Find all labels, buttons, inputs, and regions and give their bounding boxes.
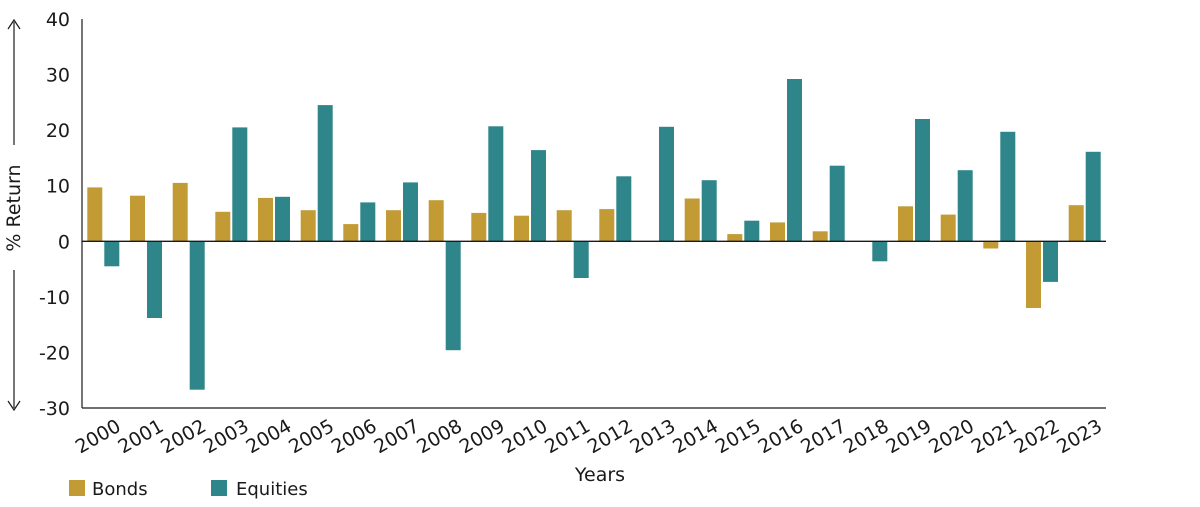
bar-equities-2020 [957,170,973,242]
y-tick-label: 20 [46,120,70,142]
bar-equities-2000 [104,241,120,267]
bar-equities-2004 [275,196,290,242]
bar-bonds-2020 [940,214,956,242]
bar-bonds-2014 [684,198,700,242]
x-tick-label: 2022 [1010,415,1063,458]
legend-swatch-bonds [69,480,85,496]
bar-bonds-2007 [386,210,401,242]
bar-equities-2002 [189,241,205,390]
bar-bonds-2022 [1026,241,1041,308]
bar-bonds-2023 [1068,205,1084,242]
legend-label-equities: Equities [236,479,308,500]
bar-equities-2014 [701,180,717,242]
x-axis-title: Years [574,464,625,486]
x-tick-label: 2005 [285,415,338,458]
x-tick-label: 2006 [328,415,381,458]
bar-bonds-2009 [471,212,487,242]
x-tick-label: 2015 [712,415,765,458]
x-tick-label: 2019 [882,415,935,458]
x-tick-label: 2014 [669,415,722,458]
bar-bonds-2002 [172,182,188,242]
bar-equities-2015 [744,220,760,242]
x-tick-label: 2004 [242,415,295,458]
x-tick-label: 2020 [925,415,978,458]
x-tick-label: 2008 [413,415,466,458]
x-tick-label: 2000 [72,415,125,458]
bar-equities-2010 [531,150,546,242]
bar-equities-2012 [616,176,632,242]
bar-bonds-2003 [215,211,231,242]
y-tick-label: -10 [39,287,70,309]
bar-bonds-2005 [300,210,316,242]
bar-bonds-2017 [812,231,828,242]
legend: Bonds Equities [69,479,308,500]
x-tick-label: 2003 [200,415,253,458]
y-axis-title: % Return [3,164,25,251]
y-tick-label: -30 [39,398,70,420]
bar-equities-2009 [488,126,504,242]
x-tick-label: 2002 [157,415,210,458]
bar-equities-2013 [659,126,674,242]
bar-equities-2008 [445,241,461,351]
y-tick-label: 30 [46,65,70,87]
bar-bonds-2021 [983,241,999,249]
bar-bonds-2016 [770,222,785,242]
y-tick-label: 0 [58,231,70,253]
y-axis-title-group: % Return [3,18,25,412]
bar-equities-2005 [317,105,333,242]
bar-equities-2016 [787,79,802,242]
x-tick-label: 2011 [541,415,594,458]
legend-swatch-equities [211,480,227,496]
bar-bonds-2001 [130,195,145,242]
x-tick-label: 2010 [498,415,551,458]
y-tick-label: -20 [39,342,70,364]
x-tick-label: 2001 [114,415,167,458]
bar-bonds-2010 [514,215,529,242]
bars [87,79,1101,390]
x-tick-label: 2013 [626,415,679,458]
y-arrow-down-head [7,400,21,412]
bar-bonds-2015 [727,234,743,242]
x-tick-label: 2023 [1053,415,1106,458]
bar-equities-2018 [872,241,888,262]
bar-equities-2003 [232,127,248,242]
bar-equities-2011 [573,241,589,278]
bar-bonds-2019 [898,206,913,242]
x-tick-label: 2012 [584,415,637,458]
x-tick-label: 2007 [370,415,423,458]
legend-label-bonds: Bonds [92,479,148,500]
bar-equities-2007 [403,182,418,242]
bar-bonds-2006 [343,224,359,242]
bar-bonds-2008 [428,200,444,242]
x-axis-ticks: 2000200120022003200420052006200720082009… [72,415,1106,458]
x-tick-label: 2017 [797,415,850,458]
bar-equities-2006 [360,202,376,242]
bar-bonds-2011 [556,210,572,242]
bar-equities-2022 [1043,241,1058,282]
y-tick-label: 10 [46,176,70,198]
bar-bonds-2004 [258,197,273,242]
y-arrow-up-head [7,18,21,30]
y-tick-label: 40 [46,9,70,31]
x-tick-label: 2016 [754,415,807,458]
bar-equities-2021 [1000,131,1016,242]
x-tick-label: 2018 [840,415,893,458]
x-tick-label: 2021 [968,415,1021,458]
bar-equities-2017 [829,165,845,242]
x-tick-label: 2009 [456,415,509,458]
bar-equities-2001 [147,241,162,318]
bar-bonds-2012 [599,209,615,242]
bar-equities-2019 [915,119,930,242]
bar-bonds-2000 [87,187,103,242]
bar-equities-2023 [1085,151,1101,242]
y-axis-ticks: 40 30 20 10 0 -10 -20 -30 [39,9,70,420]
